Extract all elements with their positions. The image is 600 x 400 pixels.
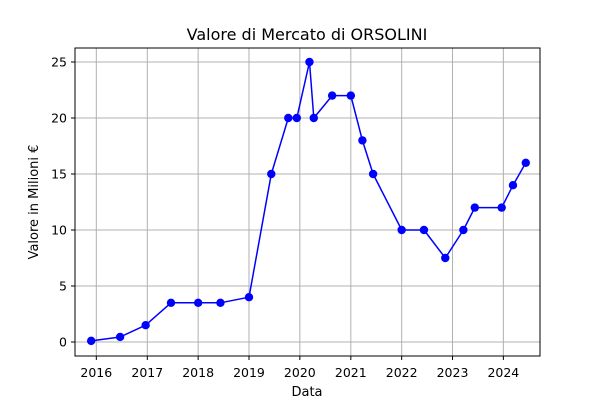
- data-point: [284, 113, 293, 123]
- y-axis-label: Valore in Milioni €: [27, 145, 42, 260]
- data-point: [216, 298, 225, 307]
- y-tick-label: 10: [51, 223, 67, 238]
- x-tick-label: 2022: [386, 365, 418, 380]
- y-tick-label: 25: [51, 55, 67, 70]
- x-tick-label: 2020: [284, 365, 316, 380]
- data-point: [305, 57, 314, 67]
- data-point: [459, 225, 468, 235]
- x-tick-label: 2018: [182, 365, 214, 380]
- data-point: [86, 336, 96, 346]
- data-point: [358, 136, 367, 145]
- data-point: [397, 225, 406, 235]
- data-point: [419, 225, 429, 235]
- data-point: [521, 158, 530, 167]
- data-point: [244, 293, 254, 302]
- y-tick-label: 20: [51, 111, 67, 126]
- data-point: [508, 181, 518, 190]
- data-point: [115, 332, 125, 342]
- data-point: [267, 169, 276, 179]
- data-point: [497, 203, 506, 212]
- data-point: [141, 321, 150, 330]
- data-point: [309, 113, 318, 123]
- plot-area-frame: [74, 47, 541, 357]
- x-axis-label: Data: [291, 385, 322, 400]
- x-tick-label: 2024: [487, 365, 519, 380]
- series-layer: [86, 57, 530, 346]
- x-tick-label: 2023: [437, 365, 469, 380]
- y-axis: 0 5 10 15 20 25: [51, 55, 75, 350]
- x-tick-label: 2019: [233, 365, 265, 380]
- data-point: [292, 113, 301, 123]
- data-point: [470, 203, 480, 212]
- data-point: [327, 91, 337, 100]
- x-tick-label: 2017: [131, 365, 163, 380]
- x-tick-label: 2016: [80, 365, 112, 380]
- series-line: [91, 61, 527, 342]
- x-axis: 2016 2017 2018 2019 2020 2021 2022 2023 2024: [80, 356, 519, 380]
- grid: [75, 48, 540, 356]
- data-point: [368, 169, 378, 179]
- data-point: [193, 298, 203, 307]
- x-tick-label: 2021: [335, 365, 367, 380]
- y-tick-label: 0: [59, 335, 67, 350]
- chart-title: Valore di Mercato di ORSOLINI: [187, 25, 428, 44]
- data-point: [441, 253, 450, 263]
- y-tick-label: 5: [59, 279, 67, 294]
- y-tick-label: 15: [51, 167, 67, 182]
- data-point: [166, 298, 176, 307]
- data-point: [346, 91, 356, 100]
